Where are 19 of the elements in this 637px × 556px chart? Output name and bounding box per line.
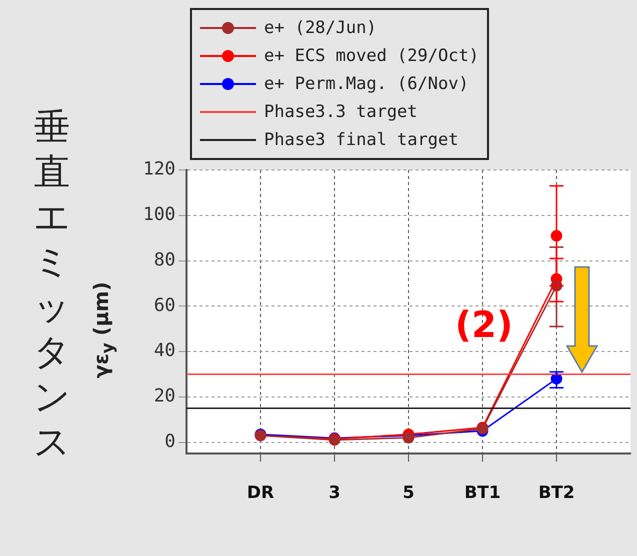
y-tick-label: 40 xyxy=(154,340,176,362)
y-tick-label: 100 xyxy=(142,204,176,226)
y-tick-label: 0 xyxy=(164,430,176,452)
legend-label: e+ ECS moved (29/Oct) xyxy=(264,46,479,66)
annotation: (2) xyxy=(455,305,513,346)
y-tick-label: 80 xyxy=(154,249,176,270)
legend-label: Phase3 final target xyxy=(264,130,458,150)
legend-label: e+ Perm.Mag. (6/Nov) xyxy=(264,74,469,94)
y-tick-label: 120 xyxy=(142,158,176,180)
legend-label: Phase3.3 target xyxy=(264,102,418,122)
text: 垂直エミッタンス xyxy=(32,106,72,465)
x-tick-label: 3 xyxy=(328,483,340,504)
y-tick-label: 20 xyxy=(154,386,176,407)
legend-label: e+ (28/Jun) xyxy=(264,18,377,38)
y-tick-label: 60 xyxy=(154,294,176,316)
x-tick-label: BT2 xyxy=(538,483,575,504)
x-tick-label: DR xyxy=(246,483,274,504)
x-tick-label: BT1 xyxy=(464,483,501,504)
x-tick-label: 5 xyxy=(402,483,414,504)
